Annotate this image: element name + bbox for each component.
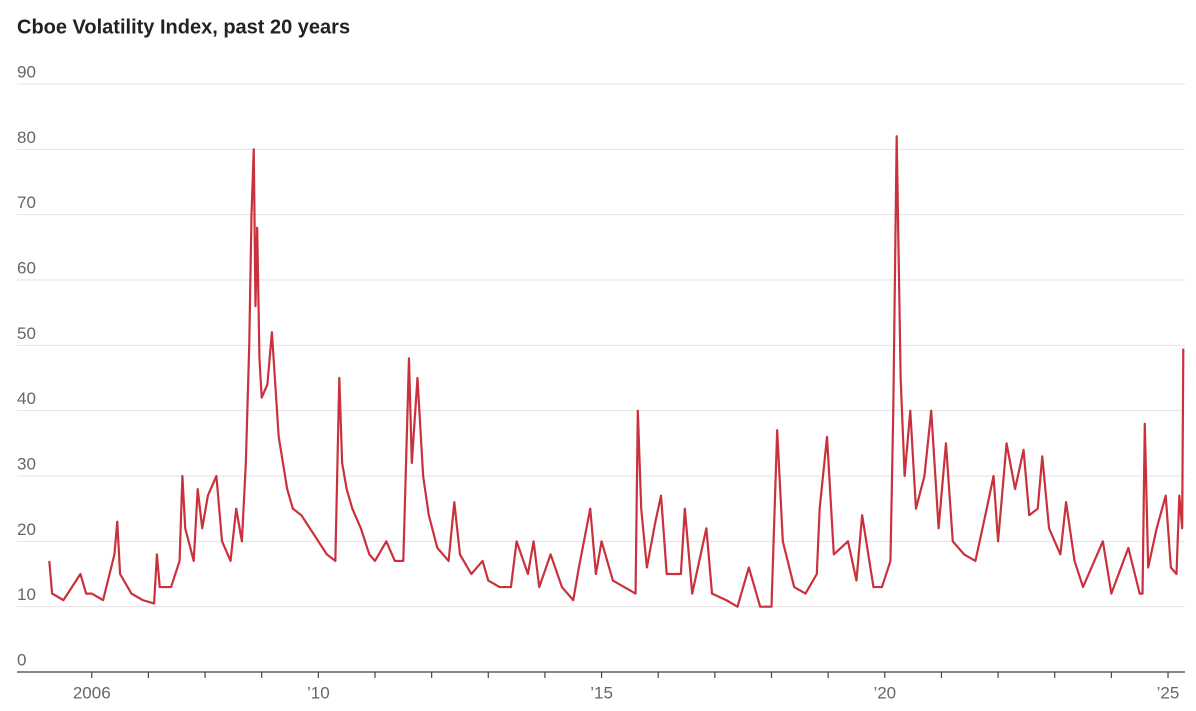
y-tick-label: 0 [17,650,26,669]
x-tick-label: 2006 [73,683,111,702]
chart-title: Cboe Volatility Index, past 20 years [17,16,350,38]
data-line [48,135,1185,608]
y-tick-label: 30 [17,454,36,473]
y-tick-label: 40 [17,389,36,408]
x-tick-label: ’20 [873,683,896,702]
x-tick-label: ’10 [307,683,330,702]
x-tick-label: ’25 [1157,683,1180,702]
y-tick-label: 70 [17,193,36,212]
x-tick-label: ’15 [590,683,613,702]
y-tick-label: 90 [17,62,36,81]
y-tick-label: 50 [17,324,36,343]
y-tick-label: 20 [17,520,36,539]
y-tick-label: 60 [17,258,36,277]
y-tick-label: 10 [17,585,36,604]
y-tick-label: 80 [17,128,36,147]
